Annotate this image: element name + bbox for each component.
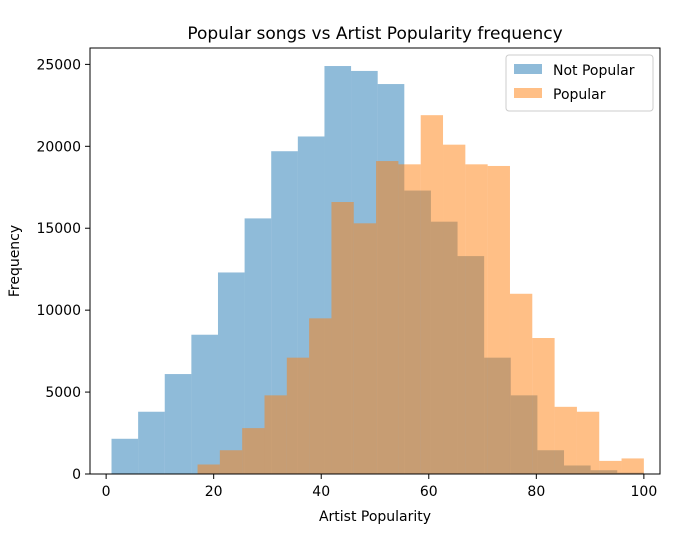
bar-popular: [286, 357, 310, 474]
legend: Not Popular Popular: [505, 54, 654, 112]
bar-popular: [331, 202, 354, 474]
chart-title: Popular songs vs Artist Popularity frequ…: [187, 24, 562, 44]
y-tick-label: 0: [72, 467, 81, 483]
bar-popular: [621, 458, 644, 474]
legend-swatch-popular: [514, 88, 542, 98]
bar-popular: [376, 161, 399, 475]
bar-not-popular: [217, 272, 245, 474]
bar-popular: [219, 450, 243, 474]
bar-popular: [197, 464, 220, 474]
y-tick-label: 20000: [36, 139, 81, 155]
legend-label-not-popular: Not Popular: [553, 63, 635, 79]
x-tick-label: 0: [102, 484, 111, 500]
y-tick-label: 5000: [45, 385, 81, 401]
bar-not-popular: [191, 334, 218, 474]
bar-popular: [420, 115, 444, 474]
bars-layer: [111, 66, 644, 475]
x-axis-label: Artist Popularity: [319, 509, 431, 525]
y-tick-label: 15000: [36, 221, 81, 237]
bar-not-popular: [111, 438, 139, 474]
x-tick-label: 60: [420, 484, 438, 500]
y-tick-label: 25000: [36, 57, 81, 73]
bar-popular: [576, 411, 600, 474]
y-tick-label: 10000: [36, 303, 81, 319]
bar-popular: [487, 165, 510, 474]
legend-box: [505, 54, 654, 112]
bar-not-popular: [138, 411, 165, 474]
x-tick-label: 100: [631, 484, 658, 500]
bar-popular: [309, 318, 332, 474]
x-tick-label: 80: [527, 484, 545, 500]
bar-popular: [264, 395, 287, 474]
y-axis-ticks: 0 5000 10000 15000 20000 25000: [36, 57, 90, 483]
bar-popular: [509, 293, 533, 474]
bar-not-popular: [164, 374, 192, 474]
x-tick-label: 40: [312, 484, 330, 500]
legend-swatch-not-popular: [514, 64, 542, 74]
x-tick-label: 20: [205, 484, 223, 500]
bar-popular: [465, 164, 488, 475]
bar-popular: [532, 338, 555, 474]
bar-popular: [353, 223, 377, 474]
bar-popular: [599, 460, 622, 474]
plot-frame: [89, 47, 661, 475]
legend-label-popular: Popular: [553, 87, 606, 103]
bar-popular: [443, 144, 466, 474]
bar-popular: [398, 164, 421, 475]
y-axis-label: Frequency: [7, 225, 23, 297]
x-axis-ticks: 0 20 40 60 80 100: [102, 474, 658, 500]
bar-popular: [554, 406, 577, 474]
bar-popular: [242, 428, 265, 474]
